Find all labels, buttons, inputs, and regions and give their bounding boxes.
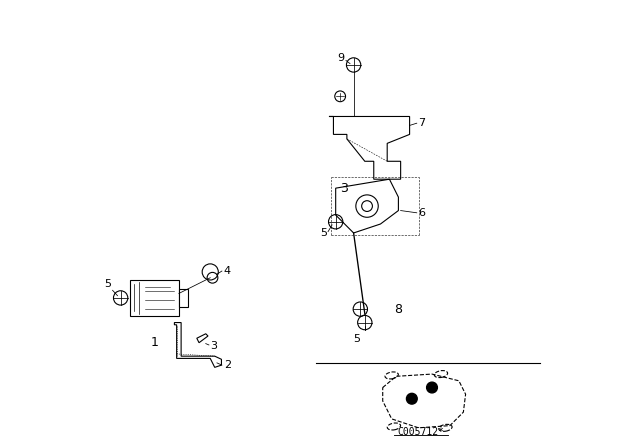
Circle shape — [427, 382, 437, 393]
Text: C005712*: C005712* — [397, 427, 444, 437]
Text: 5: 5 — [353, 334, 360, 344]
Text: 5: 5 — [104, 279, 111, 289]
Text: 5: 5 — [320, 228, 327, 238]
Circle shape — [406, 393, 417, 404]
Text: 3: 3 — [340, 181, 348, 195]
FancyBboxPatch shape — [130, 280, 179, 316]
Text: 4: 4 — [224, 266, 231, 276]
Text: 8: 8 — [394, 302, 402, 316]
Text: 1: 1 — [150, 336, 158, 349]
Text: 7: 7 — [419, 118, 426, 128]
Text: 2: 2 — [224, 360, 231, 370]
Text: 9: 9 — [337, 53, 345, 63]
Text: 6: 6 — [419, 208, 426, 218]
FancyBboxPatch shape — [179, 289, 188, 307]
Text: 3: 3 — [210, 341, 217, 351]
